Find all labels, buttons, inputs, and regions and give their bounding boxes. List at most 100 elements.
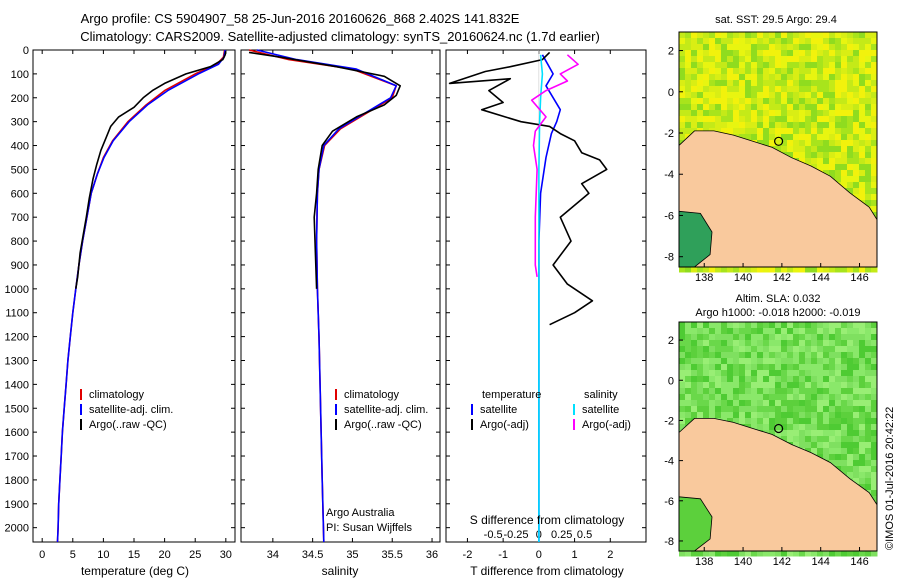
map-cell — [727, 550, 734, 557]
map-cell — [871, 68, 878, 75]
map-cell — [763, 424, 770, 431]
map-cell — [835, 152, 842, 159]
map-cell — [775, 68, 782, 75]
map-cell — [805, 400, 812, 407]
map-cell — [721, 376, 728, 383]
map-cell — [691, 56, 698, 63]
map-y-tick-label: -4 — [664, 456, 674, 468]
map-cell — [805, 358, 812, 365]
map-cell — [769, 98, 776, 105]
map-cell — [697, 68, 704, 75]
map-cell — [679, 382, 686, 389]
map-cell — [697, 266, 704, 273]
map-cell — [829, 56, 836, 63]
map-cell — [829, 110, 836, 117]
map-frame — [678, 31, 878, 268]
map-cell — [769, 134, 776, 141]
map-cell — [679, 80, 686, 87]
map-cell — [799, 394, 806, 401]
map-cell — [841, 352, 848, 359]
map-cell — [715, 50, 722, 57]
map-cell — [769, 400, 776, 407]
map-cell — [721, 382, 728, 389]
map-cell — [775, 364, 782, 371]
map-cell — [865, 334, 872, 341]
map-cell — [859, 188, 866, 195]
map-cell — [691, 92, 698, 99]
map-cell — [721, 32, 728, 39]
map-cell — [793, 430, 800, 437]
map-cell — [793, 68, 800, 75]
map-cell — [871, 460, 878, 467]
map-cell — [847, 134, 854, 141]
map-cell — [793, 364, 800, 371]
map-cell — [787, 322, 794, 329]
map-cell — [721, 38, 728, 45]
series-line-satellite — [56, 49, 226, 543]
map-cell — [787, 364, 794, 371]
x-tick-label: 15 — [128, 549, 140, 561]
map-cell — [703, 358, 710, 365]
map-cell — [685, 62, 692, 69]
map-cell — [769, 266, 776, 273]
map-cell — [751, 328, 758, 335]
map-cell — [847, 80, 854, 87]
map-cell — [811, 322, 818, 329]
legend-label: satellite-adj. clim. — [344, 404, 428, 416]
map-cell — [871, 92, 878, 99]
map-cell — [709, 68, 716, 75]
map-cell — [859, 322, 866, 329]
map-cell — [733, 98, 740, 105]
map-cell — [811, 550, 818, 557]
map-cell — [811, 32, 818, 39]
map-cell — [721, 62, 728, 69]
map-cell — [871, 86, 878, 93]
map-cell — [859, 140, 866, 147]
map-cell — [787, 334, 794, 341]
map-cell — [829, 50, 836, 57]
map-cell — [871, 406, 878, 413]
map-cell — [697, 388, 704, 395]
map-cell — [799, 68, 806, 75]
map-cell — [781, 382, 788, 389]
map-cell — [751, 266, 758, 273]
map-cell — [823, 370, 830, 377]
map-cell — [847, 448, 854, 455]
map-cell — [733, 116, 740, 123]
map-x-tick-label: 146 — [850, 556, 868, 568]
map-cell — [841, 74, 848, 81]
map-cell — [697, 370, 704, 377]
map-cell — [799, 128, 806, 135]
map-cell — [841, 140, 848, 147]
map-cell — [697, 340, 704, 347]
map-cell — [841, 550, 848, 557]
map-cell — [841, 334, 848, 341]
map-cell — [871, 466, 878, 473]
map-cell — [793, 370, 800, 377]
map-cell — [847, 110, 854, 117]
map-cell — [685, 86, 692, 93]
map-cell — [835, 340, 842, 347]
map-cell — [769, 80, 776, 87]
map-cell — [733, 376, 740, 383]
map-cell — [727, 382, 734, 389]
map-cell — [793, 44, 800, 51]
map-cell — [817, 550, 824, 557]
map-x-tick-label: 140 — [734, 272, 752, 284]
map-cell — [847, 376, 854, 383]
map-cell — [787, 358, 794, 365]
map-cell — [721, 116, 728, 123]
map-cell — [829, 152, 836, 159]
map-cell — [799, 152, 806, 159]
map-cell — [751, 424, 758, 431]
map-cell — [775, 424, 782, 431]
map-cell — [853, 418, 860, 425]
map-cell — [811, 364, 818, 371]
map-cell — [769, 376, 776, 383]
map-cell — [781, 38, 788, 45]
map-cell — [811, 334, 818, 341]
map-cell — [847, 140, 854, 147]
map-cell — [853, 32, 860, 39]
map-cell — [829, 442, 836, 449]
map-cell — [769, 340, 776, 347]
